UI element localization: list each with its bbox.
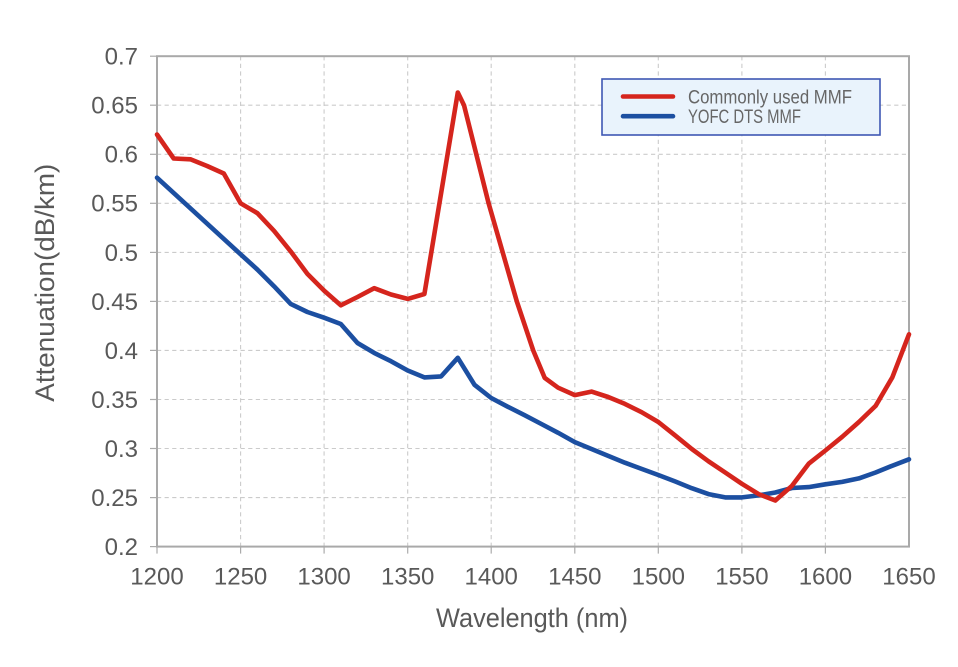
svg-text:0.55: 0.55 [91,191,138,218]
svg-text:0.25: 0.25 [91,485,138,512]
svg-text:0.2: 0.2 [105,534,138,561]
svg-text:0.4: 0.4 [105,338,138,365]
svg-text:1300: 1300 [297,564,350,591]
svg-text:0.65: 0.65 [91,93,138,120]
svg-text:1400: 1400 [465,564,518,591]
svg-text:1650: 1650 [882,564,935,591]
svg-text:1250: 1250 [214,564,267,591]
svg-text:0.45: 0.45 [91,289,138,316]
svg-text:0.7: 0.7 [105,44,138,71]
svg-text:YOFC DTS MMF: YOFC DTS MMF [688,107,801,128]
svg-text:Attenuation(dB/km): Attenuation(dB/km) [30,164,60,402]
svg-text:0.6: 0.6 [105,142,138,169]
svg-text:1550: 1550 [715,564,768,591]
svg-text:1450: 1450 [548,564,601,591]
svg-text:0.5: 0.5 [105,240,138,267]
svg-text:0.3: 0.3 [105,436,138,463]
svg-text:1500: 1500 [632,564,685,591]
svg-text:0.35: 0.35 [91,387,138,414]
svg-text:1600: 1600 [799,564,852,591]
svg-text:1200: 1200 [130,564,183,591]
svg-text:Commonly used MMF: Commonly used MMF [688,88,852,109]
svg-text:1350: 1350 [381,564,434,591]
svg-text:Wavelength (nm): Wavelength (nm) [436,603,628,633]
